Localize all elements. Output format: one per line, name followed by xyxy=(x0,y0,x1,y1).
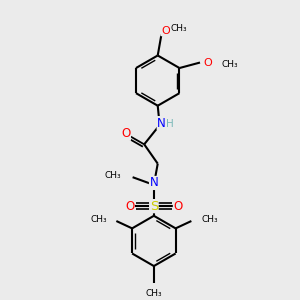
Text: N: N xyxy=(149,176,158,190)
Text: O: O xyxy=(203,58,212,68)
Text: O: O xyxy=(125,200,134,213)
Text: CH₃: CH₃ xyxy=(146,289,162,298)
Text: O: O xyxy=(161,26,170,36)
Text: O: O xyxy=(121,127,130,140)
Text: S: S xyxy=(150,200,158,213)
Text: CH₃: CH₃ xyxy=(221,60,238,69)
Text: CH₃: CH₃ xyxy=(104,171,121,180)
Text: N: N xyxy=(157,117,166,130)
Text: CH₃: CH₃ xyxy=(201,214,218,224)
Text: CH₃: CH₃ xyxy=(170,24,187,33)
Text: CH₃: CH₃ xyxy=(90,214,107,224)
Text: H: H xyxy=(167,119,174,129)
Text: O: O xyxy=(173,200,183,213)
